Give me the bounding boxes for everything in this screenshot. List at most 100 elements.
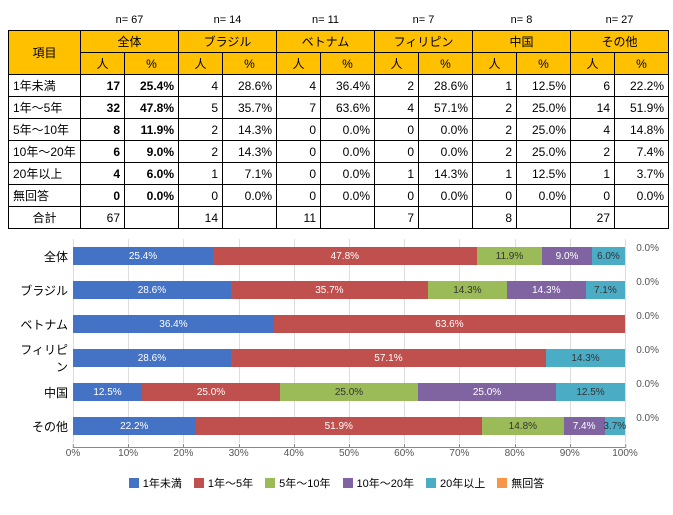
bar-segment: 28.6% [73,349,231,367]
cell: 0.0% [517,185,571,207]
legend-swatch [265,478,275,488]
cell: 6.0% [125,163,179,185]
bar-segment: 57.1% [231,349,546,367]
bar-category-label: その他 [13,418,68,435]
zero-label: 0.0% [636,345,659,356]
cell: 2 [179,119,223,141]
x-axis: 0%10%20%30%40%50%60%70%80%90%100% [73,447,625,465]
cell: 2 [571,141,615,163]
cell: 2 [473,141,517,163]
bar-row: フィリピン28.6%57.1%14.3%0.0% [73,341,625,375]
bar-category-label: 全体 [13,248,68,265]
stacked-bar-chart: 全体25.4%47.8%11.9%9.0%6.0%0.0%ブラジル28.6%35… [8,239,665,465]
bar-segment: 25.0% [280,383,418,401]
bar-row: その他22.2%51.9%14.8%7.4%3.7%0.0% [73,409,625,443]
bar-segment: 47.8% [213,247,477,265]
cell: 0 [571,185,615,207]
bar-row: ベトナム36.4%63.6%0.0% [73,307,625,341]
bar-segment: 6.0% [592,247,625,265]
cell: 14.8% [615,119,669,141]
cell: 22.2% [615,75,669,97]
cell: 47.8% [125,97,179,119]
cell: 7.1% [223,163,277,185]
header-row-2: 人% 人% 人% 人% 人% 人% [9,53,669,75]
cell: 7 [277,97,321,119]
cell: 14.3% [223,141,277,163]
cell: 32 [81,97,125,119]
cell: 1 [571,163,615,185]
zero-label: 0.0% [636,413,659,424]
row-label: 10年～20年 [9,141,81,163]
zero-label: 0.0% [636,311,659,322]
cell: 0 [81,185,125,207]
bar-category-label: フィリピン [13,341,68,375]
cell: 2 [473,97,517,119]
bar-row: 全体25.4%47.8%11.9%9.0%6.0%0.0% [73,239,625,273]
bar-category-label: ベトナム [13,316,68,333]
stacked-bar: 22.2%51.9%14.8%7.4%3.7%0.0% [73,417,625,435]
stacked-bar: 28.6%57.1%14.3%0.0% [73,349,625,367]
cell: 12.5% [517,163,571,185]
cell: 0.0% [223,185,277,207]
legend-item: 1年～5年 [194,475,253,491]
cell: 7.4% [615,141,669,163]
zero-label: 0.0% [636,277,659,288]
cell: 2 [473,119,517,141]
bar-segment: 35.7% [231,281,428,299]
cell: 35.7% [223,97,277,119]
cell: 0.0% [615,185,669,207]
table-row: 1年～5年3247.8%535.7%763.6%457.1%225.0%1451… [9,97,669,119]
legend-swatch [426,478,436,488]
row-label: 20年以上 [9,163,81,185]
total-row: 合計 67 14 11 7 8 27 [9,207,669,229]
cell: 25.0% [517,97,571,119]
axis-tick: 40% [284,448,304,459]
cell: 5 [179,97,223,119]
bar-segment: 11.9% [477,247,543,265]
cell: 14 [571,97,615,119]
bar-segment: 14.3% [507,281,586,299]
table-row: 5年～10年811.9%214.3%00.0%00.0%225.0%414.8% [9,119,669,141]
axis-tick: 70% [449,448,469,459]
legend-swatch [194,478,204,488]
n-row: n= 67 n= 14 n= 11 n= 7 n= 8 n= 27 [9,9,669,31]
cell: 28.6% [223,75,277,97]
row-label: 5年～10年 [9,119,81,141]
chart-legend: 1年未満1年～5年5年～10年10年～20年20年以上無回答 [8,475,665,491]
cell: 0 [375,141,419,163]
stacked-bar: 36.4%63.6%0.0% [73,315,625,333]
axis-tick: 0% [66,448,80,459]
legend-swatch [129,478,139,488]
cell: 57.1% [419,97,473,119]
cell: 0 [277,163,321,185]
cell: 2 [375,75,419,97]
bar-segment: 28.6% [73,281,231,299]
axis-tick: 20% [173,448,193,459]
cell: 0 [375,185,419,207]
cell: 1 [375,163,419,185]
cell: 0 [277,141,321,163]
cell: 4 [81,163,125,185]
table-row: 無回答00.0%00.0%00.0%00.0%00.0%00.0% [9,185,669,207]
bar-category-label: 中国 [13,384,68,401]
axis-tick: 30% [229,448,249,459]
table-body: 1年未満1725.4%428.6%436.4%228.6%112.5%622.2… [9,75,669,207]
bar-segment: 36.4% [73,315,274,333]
axis-tick: 10% [118,448,138,459]
cell: 1 [473,75,517,97]
cell: 25.0% [517,119,571,141]
cell: 6 [571,75,615,97]
row-label: 無回答 [9,185,81,207]
zero-label: 0.0% [636,243,659,254]
legend-item: 10年～20年 [343,475,414,491]
table-row: 1年未満1725.4%428.6%436.4%228.6%112.5%622.2… [9,75,669,97]
cell: 17 [81,75,125,97]
bar-segment: 9.0% [542,247,592,265]
axis-tick: 100% [612,448,638,459]
bar-segment: 12.5% [73,383,142,401]
cell: 4 [375,97,419,119]
cell: 0.0% [419,119,473,141]
cell: 36.4% [321,75,375,97]
stacked-bar: 25.4%47.8%11.9%9.0%6.0%0.0% [73,247,625,265]
legend-swatch [343,478,353,488]
